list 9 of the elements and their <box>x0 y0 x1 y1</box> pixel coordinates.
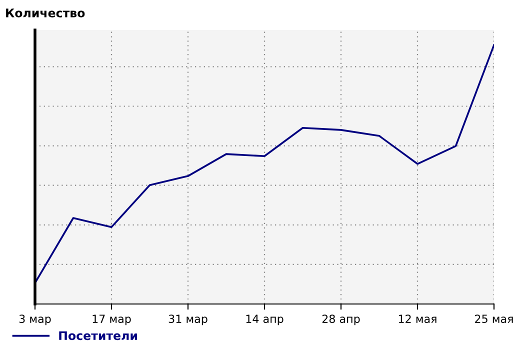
x-tick-label: 31 мар <box>168 314 208 326</box>
x-tick-label: 3 мар <box>19 314 51 326</box>
legend-label: Посетители <box>59 331 137 340</box>
y-axis-title: Количество <box>6 8 85 18</box>
x-tick-label: 17 мар <box>92 314 131 326</box>
x-tick-label: 28 апр <box>322 314 360 326</box>
x-tick-label: 25 мая <box>475 314 513 324</box>
x-tick-label: 14 апр <box>246 314 284 326</box>
x-tick-label: 12 мая <box>398 314 436 324</box>
